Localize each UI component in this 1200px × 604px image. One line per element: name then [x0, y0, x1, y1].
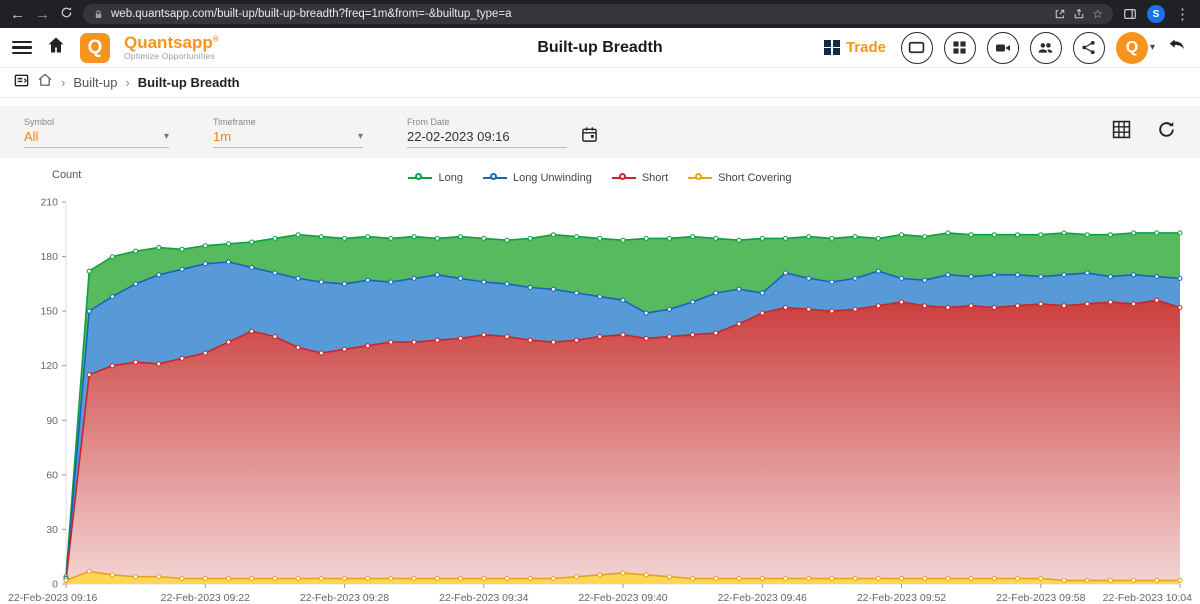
svg-text:22-Feb-2023 09:34: 22-Feb-2023 09:34 [439, 592, 528, 604]
from-date-label: From Date [407, 116, 450, 127]
chevron-down-icon: ▾ [163, 130, 169, 142]
legend-marker-icon [688, 173, 713, 184]
side-panel-icon[interactable] [1123, 7, 1137, 21]
calendar-icon[interactable] [581, 126, 598, 148]
browser-menu-icon[interactable]: ⋮ [1175, 5, 1190, 23]
legend-marker-icon [408, 173, 433, 184]
svg-text:22-Feb-2023 09:28: 22-Feb-2023 09:28 [300, 592, 389, 604]
table-view-icon[interactable] [1112, 120, 1131, 144]
svg-text:60: 60 [46, 469, 58, 481]
account-menu[interactable]: Q ▾ [1115, 31, 1155, 64]
legend-label: Short [641, 172, 669, 184]
account-avatar: Q [1115, 31, 1148, 64]
bookmark-star-icon[interactable]: ☆ [1092, 7, 1103, 21]
legend-marker-icon [611, 173, 636, 184]
address-bar[interactable]: web.quantsapp.com/built-up/built-up-brea… [83, 4, 1113, 24]
svg-text:120: 120 [40, 360, 58, 372]
browser-forward-button[interactable]: → [35, 5, 50, 23]
timeframe-select[interactable]: Timeframe 1m ▾ [213, 117, 363, 148]
legend-item-long-unwinding[interactable]: Long Unwinding [482, 172, 592, 184]
legend-item-long[interactable]: Long [408, 172, 463, 184]
breadth-chart[interactable]: 0 30 60 90 120 150 180 210 22-Feb-2023 09:16 22-F… [6, 190, 1194, 604]
chart-legend: Long Long Unwinding Short Short Covering [0, 166, 1200, 190]
back-arrow-icon[interactable] [1166, 34, 1188, 61]
svg-text:22-Feb-2023 09:58: 22-Feb-2023 09:58 [996, 592, 1085, 604]
chevron-down-icon: ▾ [1149, 42, 1155, 53]
from-date-field[interactable]: From Date 22-02-2023 09:16 [407, 117, 567, 148]
svg-text:22-Feb-2023 10:04: 22-Feb-2023 10:04 [1103, 592, 1192, 604]
symbol-select[interactable]: Symbol All ▾ [24, 117, 169, 148]
browser-profile-avatar[interactable]: S [1147, 5, 1165, 23]
brand-tagline: Optimize Opportunities [124, 50, 215, 61]
svg-text:22-Feb-2023 09:46: 22-Feb-2023 09:46 [718, 592, 807, 604]
page-title: Built-up Breadth [537, 38, 663, 56]
quantsapp-logo[interactable]: Q [80, 32, 110, 63]
legend-item-short-covering[interactable]: Short Covering [688, 172, 792, 184]
svg-text:22-Feb-2023 09:40: 22-Feb-2023 09:40 [578, 592, 667, 604]
menu-icon[interactable] [12, 40, 32, 55]
panel-toggle-icon[interactable] [14, 73, 29, 93]
chart-section: Count Long Long Unwinding Short Short Cover… [0, 158, 1200, 604]
url-text: web.quantsapp.com/built-up/built-up-brea… [111, 8, 512, 20]
svg-text:150: 150 [40, 306, 58, 318]
legend-item-short[interactable]: Short [611, 172, 669, 184]
svg-text:0: 0 [52, 579, 58, 591]
brand-name: Quantsapp® [124, 33, 219, 53]
breadcrumb-item-built-up-breadth: Built-up Breadth [137, 75, 240, 90]
from-date-value: 22-02-2023 09:16 [407, 128, 510, 144]
timeframe-value: 1m [213, 128, 232, 144]
svg-text:22-Feb-2023 09:52: 22-Feb-2023 09:52 [857, 592, 946, 604]
legend-label: Long [438, 172, 463, 184]
share-page-icon[interactable] [1073, 8, 1085, 20]
svg-text:90: 90 [46, 415, 58, 427]
breadcrumb-item-built-up[interactable]: Built-up [73, 75, 118, 90]
apps-grid-icon[interactable] [943, 31, 976, 64]
trade-button[interactable]: Trade [824, 39, 886, 56]
open-in-new-icon[interactable] [1054, 8, 1066, 20]
browser-toolbar: ← → web.quantsapp.com/built-up/built-up-… [0, 0, 1200, 28]
browser-back-button[interactable]: ← [10, 5, 25, 23]
chevron-down-icon: ▾ [357, 130, 363, 142]
svg-text:22-Feb-2023 09:22: 22-Feb-2023 09:22 [161, 592, 250, 604]
video-icon[interactable] [986, 31, 1019, 64]
svg-text:22-Feb-2023 09:16: 22-Feb-2023 09:16 [8, 592, 97, 604]
timeframe-label: Timeframe [213, 116, 256, 127]
symbol-label: Symbol [24, 116, 55, 127]
brand-block: Quantsapp® Optimize Opportunities [124, 34, 219, 61]
svg-text:180: 180 [40, 251, 58, 263]
legend-label: Short Covering [718, 172, 792, 184]
symbol-value: All [24, 128, 39, 144]
app-header: Q Quantsapp® Optimize Opportunities Buil… [0, 28, 1200, 68]
lock-icon [93, 8, 104, 21]
refresh-icon[interactable] [1157, 120, 1176, 144]
y-axis-title: Count [52, 169, 82, 181]
home-icon[interactable] [46, 35, 66, 60]
chevron-right-icon: › [61, 75, 66, 90]
community-icon[interactable] [1029, 31, 1062, 64]
trade-grid-icon [824, 39, 840, 56]
browser-refresh-button[interactable] [60, 6, 73, 22]
window-icon[interactable] [900, 31, 933, 64]
breadcrumb-home-icon[interactable] [37, 72, 53, 93]
breadcrumb: › Built-up › Built-up Breadth [0, 68, 1200, 98]
chevron-right-icon: › [125, 75, 130, 90]
legend-label: Long Unwinding [512, 172, 592, 184]
share-icon[interactable] [1072, 31, 1105, 64]
filter-bar: Symbol All ▾ Timeframe 1m ▾ From Date 22… [0, 106, 1200, 158]
svg-text:210: 210 [40, 197, 58, 209]
svg-text:30: 30 [46, 524, 58, 536]
legend-marker-icon [482, 173, 507, 184]
